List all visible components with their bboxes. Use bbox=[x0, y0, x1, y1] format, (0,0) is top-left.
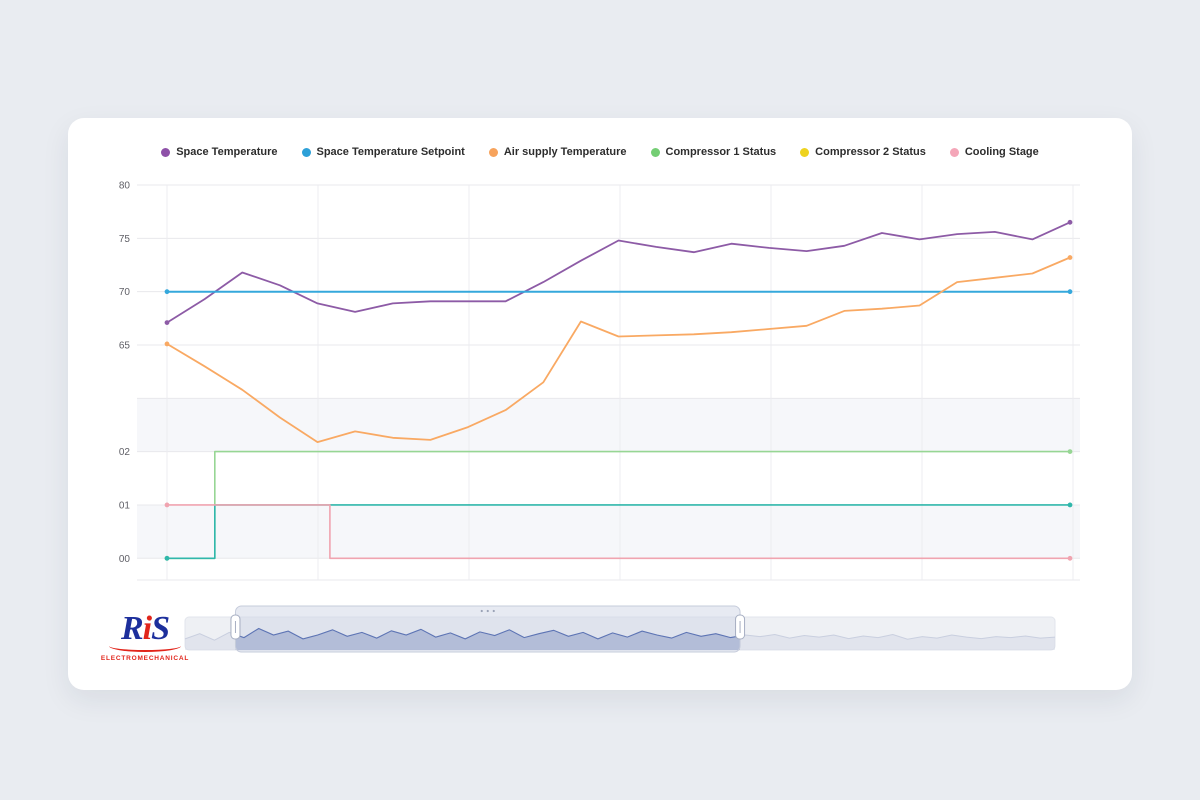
legend-item-air-supply-temperature[interactable]: Air supply Temperature bbox=[488, 146, 627, 158]
ris-logo: RiS ELECTROMECHANICAL bbox=[88, 612, 202, 663]
legend-item-compressor-1-status[interactable]: Compressor 1 Status bbox=[650, 146, 777, 158]
series-endpoint-marker bbox=[1067, 289, 1073, 295]
plot-band bbox=[137, 398, 1080, 452]
y-axis-temp-label: 80 bbox=[119, 181, 131, 192]
series-endpoint-marker bbox=[1067, 255, 1073, 260]
series-endpoint-marker bbox=[164, 341, 170, 347]
navigator-grip-dots-icon bbox=[492, 609, 495, 613]
legend-label: Compressor 1 Status bbox=[665, 146, 777, 158]
series-endpoint-marker bbox=[1067, 449, 1073, 454]
legend-label: Air supply Temperature bbox=[503, 146, 627, 158]
y-axis-status-label: 00 bbox=[119, 554, 131, 565]
legend-marker-icon bbox=[949, 147, 959, 157]
legend-marker-icon bbox=[488, 147, 498, 157]
navigator-spark-line-selected bbox=[235, 627, 741, 640]
logo-subtitle: ELECTROMECHANICAL bbox=[100, 655, 190, 662]
legend-label: Space Temperature bbox=[176, 146, 278, 158]
logo-wordmark: RiS bbox=[88, 612, 202, 646]
navigator-grip-dots-icon bbox=[486, 609, 489, 613]
series-endpoint-marker bbox=[164, 289, 170, 295]
logo-letter-r: R bbox=[120, 610, 144, 647]
logo-swoosh bbox=[109, 646, 181, 652]
chart-canvas: 80 75 70 65 02 01 00 bbox=[119, 181, 1080, 653]
logo-letter-i: i bbox=[142, 610, 153, 647]
y-axis-status-label: 01 bbox=[119, 500, 131, 511]
legend-marker-icon bbox=[800, 147, 810, 157]
legend-marker-icon bbox=[161, 147, 171, 157]
legend-item-space-temperature[interactable]: Space Temperature bbox=[161, 146, 278, 158]
legend-label: Compressor 2 Status bbox=[815, 146, 926, 158]
series-endpoint-marker bbox=[164, 320, 170, 325]
series-line-air-supply-temperature bbox=[166, 256, 1071, 444]
chart-legend: Space Temperature Space Temperature Setpo… bbox=[68, 146, 1132, 158]
series-endpoint-marker bbox=[1067, 555, 1073, 561]
series-endpoint-marker bbox=[164, 502, 170, 508]
navigator-spark-fill-selected bbox=[235, 628, 741, 650]
series-endpoint-marker bbox=[1067, 502, 1073, 508]
series-endpoint-marker bbox=[164, 555, 170, 561]
y-axis-temp-label: 70 bbox=[119, 287, 131, 298]
series-line-compressor-2-status bbox=[166, 504, 1071, 560]
legend-label: Space Temperature Setpoint bbox=[316, 146, 465, 158]
series-line-space-temperature bbox=[166, 221, 1071, 324]
trend-plot: 80 75 70 65 02 01 00 bbox=[119, 181, 1080, 581]
y-axis-status-label: 02 bbox=[119, 447, 131, 458]
series-line-cooling-stage bbox=[166, 504, 1071, 560]
logo-letter-s: S bbox=[151, 610, 170, 647]
y-axis-temp-label: 65 bbox=[119, 341, 131, 352]
y-axis-temp-label: 75 bbox=[119, 234, 131, 245]
navigator-grip-dots-icon bbox=[480, 609, 483, 613]
legend-marker-icon bbox=[650, 147, 660, 157]
legend-item-space-temperature-setpoint[interactable]: Space Temperature Setpoint bbox=[301, 146, 465, 158]
legend-marker-icon bbox=[301, 147, 311, 157]
legend-item-compressor-2-status[interactable]: Compressor 2 Status bbox=[800, 146, 926, 158]
chart-navigator[interactable] bbox=[184, 605, 1056, 653]
navigator-selection[interactable] bbox=[235, 606, 741, 652]
plot-band bbox=[137, 504, 1080, 559]
chart-card: Space Temperature Space Temperature Setpo… bbox=[68, 118, 1132, 690]
legend-label: Cooling Stage bbox=[964, 146, 1039, 158]
legend-item-cooling-stage[interactable]: Cooling Stage bbox=[949, 146, 1039, 158]
series-endpoint-marker bbox=[1067, 219, 1073, 225]
